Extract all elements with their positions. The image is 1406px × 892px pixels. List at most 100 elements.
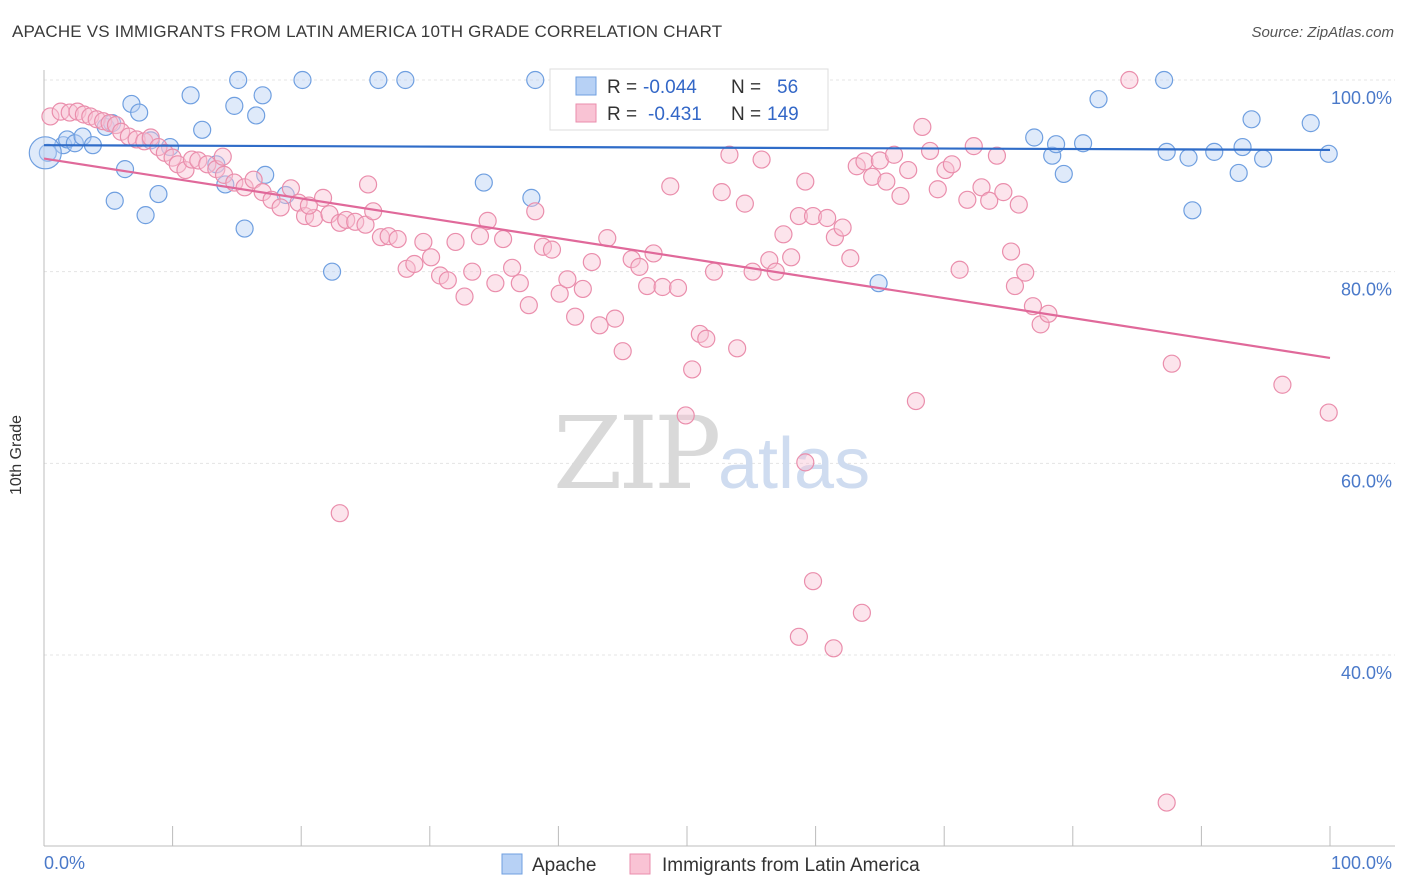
latin-america-point-121 [980, 191, 999, 210]
latin-america-point-39 [346, 212, 365, 231]
apache-point-49 [1254, 149, 1273, 168]
apache-point-46 [1229, 163, 1248, 183]
apache-point-30 [396, 70, 415, 90]
latin-america-point-141 [330, 504, 349, 523]
latin-america-point-30 [271, 198, 290, 217]
latin-america-point-122 [987, 146, 1007, 165]
apache-point-51 [1319, 144, 1338, 163]
legend-label-latin: Immigrants from Latin America [662, 855, 920, 876]
apache-point-22 [235, 219, 254, 238]
latin-america-point-133 [824, 639, 843, 658]
apache-point-25 [256, 165, 275, 184]
apache-point-large [28, 136, 62, 170]
watermark: ZIP atlas [553, 395, 870, 512]
latin-america-point-75 [638, 276, 657, 296]
latin-america-point-19 [176, 160, 195, 180]
stats-r-value-apache: -0.044 [643, 77, 697, 98]
apache-point-21 [229, 70, 248, 90]
latin-america-point-108 [884, 145, 904, 164]
latin-america-point-81 [683, 360, 702, 379]
latin-america-point-66 [566, 307, 585, 326]
x-tick-label-0: 0.0% [44, 853, 85, 873]
stats-swatch-latin [575, 103, 597, 123]
legend-swatch-apache [501, 853, 523, 875]
apache-point-47 [1233, 137, 1252, 157]
apache-point-45 [1205, 142, 1224, 161]
latin-america-point-144 [358, 175, 378, 194]
latin-america-point-51 [446, 232, 465, 252]
apache-point-28 [322, 262, 342, 281]
latin-america-point-97 [803, 206, 823, 226]
latin-america-point-86 [720, 145, 739, 164]
watermark-atlas: atlas [718, 424, 870, 504]
latin-america-point-46 [405, 254, 424, 274]
apache-point-40 [1089, 90, 1108, 109]
latin-america-point-69 [590, 316, 609, 335]
apache-point-44 [1183, 201, 1202, 220]
apache-trend-line [43, 144, 1331, 152]
latin-america-point-87 [728, 339, 747, 358]
grid-lines [44, 79, 1395, 656]
apache-point-41 [1155, 70, 1174, 90]
latin-america-point-90 [752, 150, 771, 169]
latin-america-point-52 [455, 287, 474, 306]
apache-point-36 [1043, 146, 1062, 165]
latin-america-point-64 [550, 284, 569, 303]
latin-america-point-71 [605, 309, 625, 328]
apache-point-48 [1242, 110, 1261, 129]
latin-america-point-131 [803, 572, 823, 591]
latin-america-point-136 [1120, 70, 1139, 90]
latin-america-point-94 [782, 248, 801, 267]
latin-america-point-142 [213, 147, 232, 166]
apache-point-35 [1025, 128, 1044, 147]
latin-america-point-130 [796, 453, 815, 472]
latin-america-point-117 [950, 260, 969, 279]
apache-point-50 [1301, 114, 1320, 133]
apache-point-17 [193, 120, 212, 139]
stats-swatch-apache [575, 76, 597, 96]
latin-america-point-58 [503, 258, 522, 277]
latin-america-point-85 [712, 183, 731, 202]
latin-america-point-53 [463, 262, 482, 281]
stats-box: R = -0.044 N = 56 R = -0.431 N = 149 [549, 68, 829, 131]
latin-america-point-140 [1157, 793, 1176, 812]
latin-america-point-102 [841, 249, 860, 268]
latin-america-point-95 [789, 206, 808, 226]
stats-r-value-latin: -0.431 [648, 104, 702, 125]
latin-america-point-61 [526, 202, 545, 221]
latin-america-point-79 [668, 278, 688, 298]
stats-n-label-latin: N = [731, 104, 761, 125]
latin-america-point-132 [789, 627, 808, 646]
latin-america-point-89 [743, 262, 762, 281]
latin-america-point-114 [928, 180, 947, 199]
latin-america-point-93 [774, 225, 793, 244]
latin-america-point-22 [198, 155, 217, 174]
y-tick-label-2: 60.0% [1341, 471, 1392, 491]
latin-america-point-2 [60, 103, 79, 122]
apache-point-32 [522, 188, 541, 207]
axes [43, 70, 1395, 847]
apache-point-27 [293, 70, 312, 90]
legend: Apache Immigrants from Latin America [501, 853, 920, 876]
legend-swatch-latin [629, 853, 651, 875]
chart-title: APACHE VS IMMIGRANTS FROM LATIN AMERICA … [12, 22, 723, 41]
stats-n-value-latin: 149 [767, 104, 799, 125]
latin-america-point-40 [356, 215, 375, 234]
latin-america-point-27 [244, 170, 263, 189]
apache-point-31 [474, 173, 493, 192]
latin-america-point-124 [1001, 242, 1021, 261]
y-tick-label-0: 100.0% [1331, 88, 1392, 108]
latin-america-point-44 [388, 229, 407, 249]
latin-america-point-107 [877, 172, 896, 191]
latin-america-point-63 [542, 240, 562, 259]
latin-america-point-112 [913, 117, 932, 137]
latin-america-point-57 [494, 229, 513, 249]
latin-america-point-80 [676, 406, 695, 425]
latin-america-point-111 [906, 391, 926, 411]
latin-america-point-120 [972, 178, 991, 197]
latin-america-trend-line [43, 157, 1331, 360]
apache-point-37 [1046, 135, 1066, 154]
latin-america-point-67 [573, 279, 592, 299]
tick-labels: 100.0% 80.0% 60.0% 40.0% 0.0% 100.0% [44, 88, 1392, 873]
